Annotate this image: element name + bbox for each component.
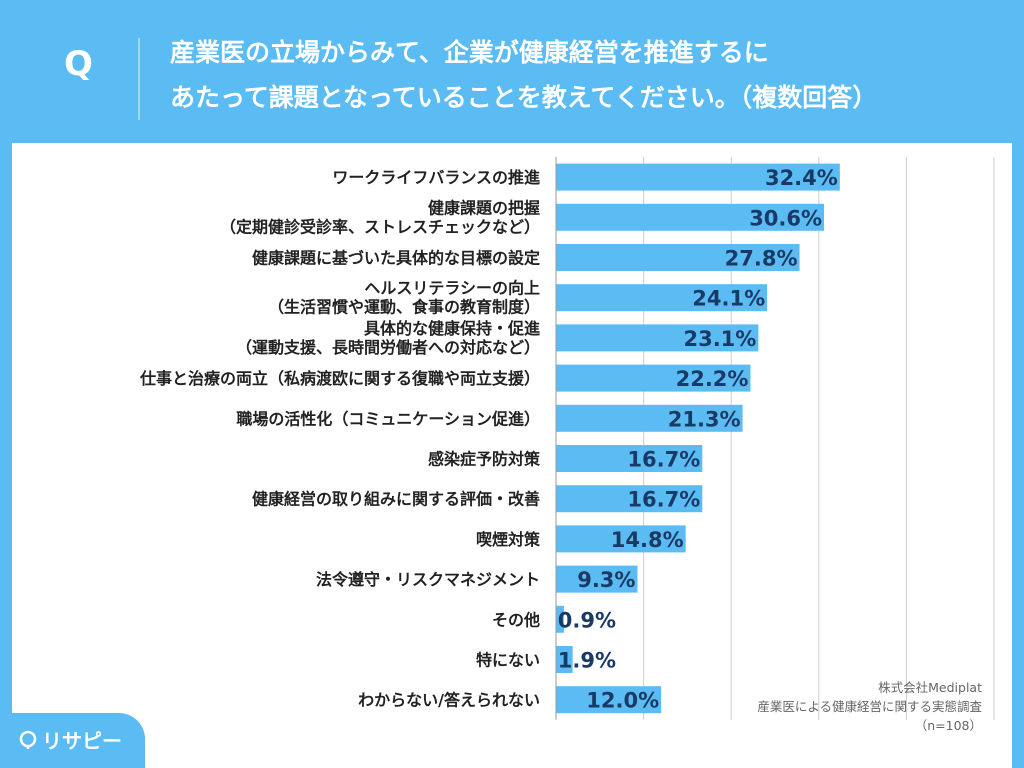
value-label: 24.1% <box>692 287 765 311</box>
category-label: 感染症予防対策 <box>428 450 541 469</box>
category-label: ヘルスリテラシーの向上（生活習慣や運動、食事の教育制度） <box>268 279 540 317</box>
bar <box>556 605 564 633</box>
logo-text: リサピー <box>42 729 122 753</box>
bar <box>556 525 686 553</box>
chart-panel: ワークライフバランスの推進 32.4% 健康課題の把握（定期健診受診率、ストレスチェ… <box>12 143 1012 768</box>
question-marker: Q <box>64 44 93 84</box>
bar <box>556 686 662 714</box>
bar <box>556 565 638 593</box>
category-label: 健康課題の把握（定期健診受診率、ストレスチェックなど） <box>220 198 540 236</box>
bar <box>556 404 743 432</box>
value-label: 30.6% <box>749 206 822 230</box>
brand-logo: リサピー <box>18 725 122 754</box>
category-label: 仕事と治療の両立（私病渡欧に関する復職や両立支援） <box>139 369 540 388</box>
category-label: 職場の活性化（コミュニケーション促進） <box>236 409 540 428</box>
source-note: 株式会社Mediplat 産業医による健康経営に関する実態調査 （n=108） <box>757 678 982 735</box>
value-label: 12.0% <box>586 689 659 713</box>
bar <box>556 244 800 271</box>
value-label: 23.1% <box>683 327 756 351</box>
source-sample: （n=108） <box>914 718 982 733</box>
category-label: 喫煙対策 <box>476 530 541 549</box>
source-survey: 産業医による健康経営に関する実態調査 <box>757 699 982 714</box>
value-label: 21.3% <box>668 407 741 431</box>
value-label: 22.2% <box>676 367 749 391</box>
question-line-1: 産業医の立場からみて、企業が健康経営を推進するに <box>170 38 769 67</box>
category-label: わからない/答えられない <box>358 691 540 710</box>
category-label: その他 <box>492 610 540 629</box>
question-text: 産業医の立場からみて、企業が健康経営を推進するに あたって課題となっていることを… <box>170 30 877 120</box>
category-label: ワークライフバランスの推進 <box>332 168 540 187</box>
bar <box>556 163 840 191</box>
value-label: 16.7% <box>627 488 700 512</box>
category-label: 健康経営の取り組みに関する評価・改善 <box>252 490 540 509</box>
bar <box>556 364 751 392</box>
bar <box>556 646 573 673</box>
question-line-2: あたって課題となっていることを教えてください。（複数回答） <box>170 83 878 112</box>
bar <box>556 324 759 352</box>
value-label: 9.3% <box>577 568 635 592</box>
bar <box>556 485 703 513</box>
logo-tab <box>0 713 145 768</box>
bar <box>556 445 703 472</box>
bar <box>556 284 768 312</box>
header-divider <box>138 38 140 120</box>
value-label: 27.8% <box>725 247 798 271</box>
source-company: 株式会社Mediplat <box>878 680 982 695</box>
bar <box>556 203 825 231</box>
bar-chart: ワークライフバランスの推進 32.4% 健康課題の把握（定期健診受診率、ストレスチェ… <box>139 157 995 720</box>
value-label: 16.7% <box>627 448 700 472</box>
value-label: 32.4% <box>765 166 838 190</box>
logo-pin-icon <box>19 730 37 749</box>
category-label: 法令遵守・リスクマネジメント <box>316 570 540 589</box>
category-label: 特にない <box>476 651 540 670</box>
value-label: 0.9% <box>558 608 616 632</box>
category-label: 具体的な健康保持・促進（運動支援、長時間労働者への対応など） <box>236 319 540 357</box>
category-label: 健康課題に基づいた具体的な目標の設定 <box>252 249 540 268</box>
value-label: 14.8% <box>611 528 684 552</box>
value-label: 1.9% <box>558 649 616 673</box>
